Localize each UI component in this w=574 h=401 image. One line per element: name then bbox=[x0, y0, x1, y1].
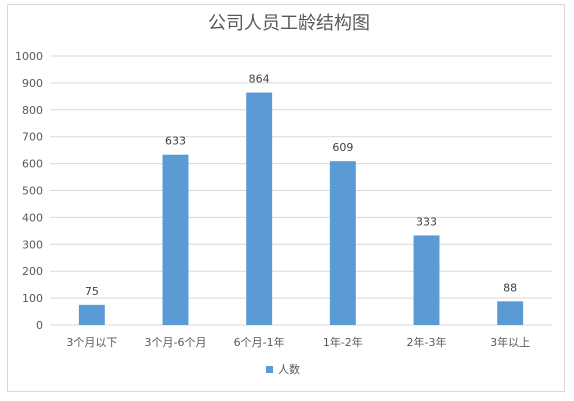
y-tick-label: 500 bbox=[22, 185, 43, 198]
data-label: 633 bbox=[165, 135, 186, 148]
data-label: 75 bbox=[85, 285, 99, 298]
bar bbox=[162, 154, 189, 325]
bar bbox=[413, 235, 440, 325]
x-tick-label: 3年以上 bbox=[490, 335, 530, 349]
chart-frame bbox=[7, 4, 565, 392]
y-tick-label: 400 bbox=[22, 211, 43, 224]
x-axis-ticks: 3个月以下 3个月-6个月 6个月-1年 1年-2年 2年-3年 3年以上 bbox=[66, 335, 530, 349]
data-label: 88 bbox=[503, 281, 517, 294]
y-tick-label: 300 bbox=[22, 238, 43, 251]
data-label: 333 bbox=[416, 215, 437, 228]
bar bbox=[246, 92, 273, 325]
bar bbox=[329, 161, 356, 325]
y-axis-ticks: 0 100 200 300 400 500 600 700 800 900 1000 bbox=[15, 50, 43, 332]
data-labels: 75 633 864 609 333 88 bbox=[85, 73, 517, 298]
y-tick-label: 100 bbox=[22, 292, 43, 305]
y-tick-label: 700 bbox=[22, 131, 43, 144]
x-tick-label: 6个月-1年 bbox=[234, 335, 285, 349]
bars bbox=[78, 92, 524, 325]
chart-title: 公司人员工龄结构图 bbox=[208, 13, 370, 34]
y-tick-label: 200 bbox=[22, 265, 43, 278]
y-tick-label: 600 bbox=[22, 158, 43, 171]
y-tick-label: 900 bbox=[22, 77, 43, 90]
bar bbox=[497, 301, 524, 325]
x-tick-label: 2年-3年 bbox=[407, 335, 447, 349]
legend-swatch bbox=[266, 366, 273, 373]
legend-label: 人数 bbox=[278, 363, 300, 376]
x-tick-label: 3个月以下 bbox=[66, 336, 117, 349]
x-tick-label: 3个月-6个月 bbox=[145, 336, 207, 349]
x-tick-label: 1年-2年 bbox=[323, 335, 363, 349]
data-label: 609 bbox=[332, 141, 353, 154]
bar bbox=[78, 304, 105, 325]
legend: 人数 bbox=[266, 363, 300, 376]
y-tick-label: 0 bbox=[36, 319, 43, 332]
data-label: 864 bbox=[249, 73, 270, 86]
y-tick-label: 800 bbox=[22, 104, 43, 117]
y-tick-label: 1000 bbox=[15, 50, 43, 63]
gridlines bbox=[50, 55, 552, 326]
